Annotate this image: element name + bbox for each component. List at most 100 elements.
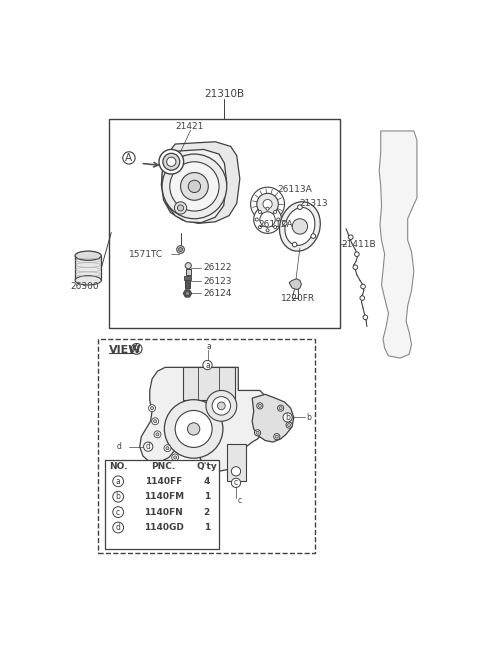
Circle shape	[254, 430, 261, 436]
Circle shape	[257, 193, 278, 215]
Circle shape	[174, 456, 177, 459]
Circle shape	[162, 154, 227, 219]
Circle shape	[266, 207, 269, 210]
Text: 2: 2	[204, 508, 210, 517]
Text: PNC.: PNC.	[152, 462, 176, 471]
Text: 26123: 26123	[204, 276, 232, 286]
Circle shape	[177, 246, 184, 253]
Bar	[109, 119, 340, 328]
Text: 21310B: 21310B	[204, 89, 244, 99]
Circle shape	[188, 180, 201, 193]
Circle shape	[149, 405, 156, 411]
Circle shape	[283, 413, 292, 422]
Text: a: a	[207, 342, 211, 351]
Circle shape	[255, 218, 258, 221]
Circle shape	[154, 420, 156, 422]
Bar	[98, 339, 315, 553]
Circle shape	[151, 407, 154, 409]
Circle shape	[156, 433, 159, 436]
Circle shape	[257, 403, 263, 409]
Circle shape	[348, 235, 353, 240]
Circle shape	[164, 445, 171, 452]
Circle shape	[163, 153, 180, 170]
Text: 21313: 21313	[299, 199, 328, 208]
Circle shape	[251, 187, 285, 221]
Circle shape	[279, 407, 282, 409]
Circle shape	[152, 418, 158, 424]
Circle shape	[164, 400, 223, 458]
Circle shape	[288, 424, 291, 426]
Circle shape	[170, 162, 219, 211]
Text: 26124: 26124	[204, 289, 232, 298]
Text: 26112A: 26112A	[258, 220, 293, 229]
Ellipse shape	[279, 202, 320, 251]
Text: d: d	[117, 442, 121, 451]
Circle shape	[231, 466, 240, 476]
Text: 1: 1	[204, 523, 210, 532]
Text: 1: 1	[204, 492, 210, 501]
Circle shape	[363, 315, 368, 320]
Polygon shape	[162, 149, 227, 223]
Circle shape	[175, 411, 212, 447]
Polygon shape	[75, 255, 101, 280]
Circle shape	[258, 210, 262, 214]
Circle shape	[185, 291, 190, 296]
Circle shape	[113, 507, 123, 517]
Circle shape	[254, 206, 281, 233]
Text: 1220FR: 1220FR	[281, 293, 315, 303]
Circle shape	[277, 218, 280, 221]
Text: 21411B: 21411B	[341, 240, 376, 249]
Circle shape	[123, 152, 135, 164]
Text: A: A	[125, 153, 132, 163]
Text: b: b	[116, 492, 120, 501]
Text: 26122: 26122	[204, 263, 232, 272]
Polygon shape	[289, 279, 301, 290]
Text: a: a	[116, 477, 120, 486]
Circle shape	[231, 478, 240, 487]
Text: b: b	[306, 413, 311, 422]
Circle shape	[217, 402, 225, 409]
Text: NO.: NO.	[109, 462, 127, 471]
Circle shape	[154, 431, 161, 438]
Bar	[186, 269, 191, 275]
Circle shape	[113, 491, 123, 502]
Text: 1140FF: 1140FF	[145, 477, 182, 486]
Circle shape	[266, 229, 269, 232]
Text: 1571TC: 1571TC	[129, 250, 163, 259]
Circle shape	[113, 476, 123, 487]
Circle shape	[274, 434, 280, 440]
Circle shape	[274, 210, 277, 214]
Text: 26300: 26300	[71, 282, 99, 291]
Circle shape	[263, 200, 272, 209]
Text: c: c	[116, 508, 120, 517]
Bar	[185, 278, 190, 288]
Circle shape	[180, 172, 208, 200]
Circle shape	[185, 263, 192, 269]
Text: 1140GD: 1140GD	[144, 523, 183, 532]
Circle shape	[256, 431, 259, 434]
Text: 1140FM: 1140FM	[144, 492, 184, 501]
Ellipse shape	[285, 208, 315, 246]
Circle shape	[179, 248, 182, 252]
Circle shape	[298, 205, 302, 210]
Circle shape	[212, 397, 230, 415]
Circle shape	[275, 435, 278, 438]
Circle shape	[166, 447, 169, 450]
Polygon shape	[183, 290, 192, 297]
Circle shape	[361, 284, 365, 289]
Circle shape	[144, 442, 153, 451]
Ellipse shape	[75, 276, 101, 285]
Circle shape	[178, 205, 184, 211]
Bar	[184, 276, 191, 280]
Circle shape	[260, 212, 275, 227]
Circle shape	[172, 454, 179, 461]
Bar	[227, 444, 246, 481]
Circle shape	[355, 252, 359, 257]
Circle shape	[282, 221, 287, 225]
Circle shape	[131, 343, 142, 354]
Polygon shape	[140, 367, 272, 472]
Circle shape	[113, 522, 123, 533]
Text: 21421: 21421	[175, 122, 204, 131]
Circle shape	[206, 390, 237, 421]
Circle shape	[286, 422, 292, 428]
